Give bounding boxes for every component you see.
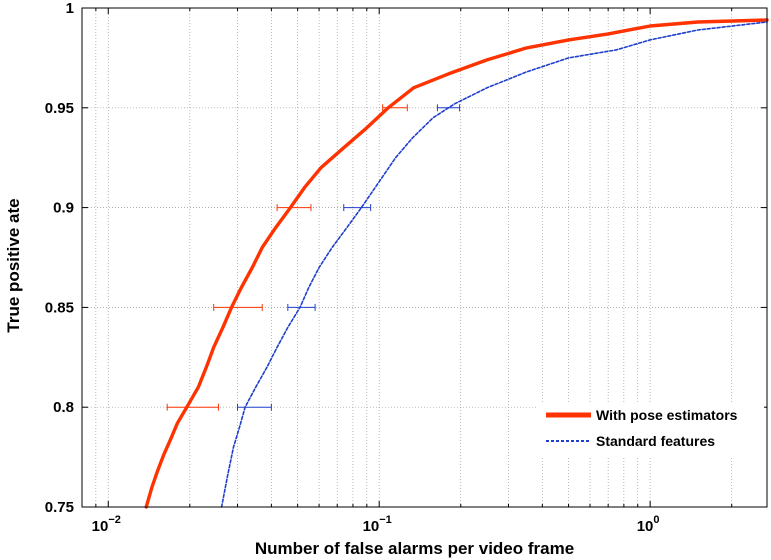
plot-frame <box>81 7 768 508</box>
x-tick-label: 10−2 <box>92 514 121 535</box>
series-layer <box>144 18 769 509</box>
series-line-0 <box>144 18 769 509</box>
tick-labels: 0.75 0.8 0.85 0.9 0.95 1 10−2 10−1 100 <box>45 0 660 535</box>
y-tick-label: 0.9 <box>53 200 74 217</box>
y-tick-label: 1 <box>66 0 74 17</box>
axis-ticks <box>81 7 767 508</box>
legend-label-with-pose-estimators: With pose estimators <box>596 407 738 423</box>
legend-label-standard-features: Standard features <box>596 433 715 449</box>
y-tick-label: 0.8 <box>53 399 74 416</box>
legend: With pose estimators Standard features <box>538 402 764 456</box>
y-tick-label: 0.75 <box>45 499 74 516</box>
series-line-1 <box>220 21 768 508</box>
x-tick-label: 10−1 <box>363 514 392 535</box>
x-tick-label: 100 <box>637 514 660 535</box>
legend-box <box>538 402 764 456</box>
y-tick-label: 0.85 <box>45 299 74 316</box>
y-axis-label: True positive ate <box>4 198 23 332</box>
y-tick-label: 0.95 <box>45 100 74 117</box>
x-axis-label: Number of false alarms per video frame <box>255 539 574 558</box>
